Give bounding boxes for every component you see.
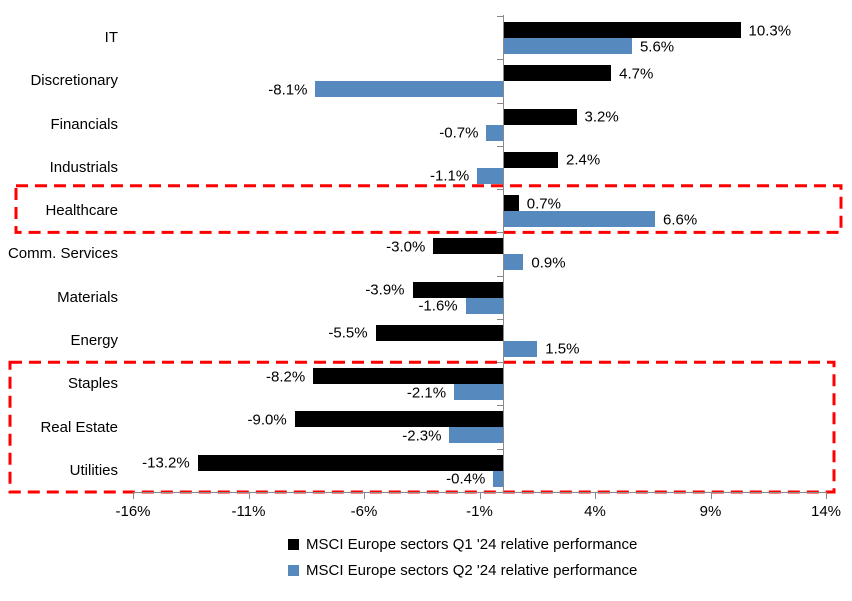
x-axis-tick <box>826 492 827 499</box>
data-label: 0.7% <box>526 195 561 213</box>
highlight-box-1 <box>14 184 843 234</box>
category-label-healthcare: Healthcare <box>45 202 118 220</box>
bar-q2 <box>477 167 503 184</box>
bar-q2 <box>449 427 503 444</box>
data-label: 10.3% <box>748 22 792 39</box>
category-label-it: IT <box>104 29 118 47</box>
category-axis-tick <box>496 189 503 191</box>
data-label: -2.3% <box>402 427 442 445</box>
category-axis-tick <box>496 275 503 277</box>
data-label: -0.4% <box>446 470 486 488</box>
data-label: -1.1% <box>430 167 470 185</box>
legend-item-q1: MSCI Europe sectors Q1 '24 relative perf… <box>288 536 637 553</box>
bar-q1 <box>197 454 503 471</box>
data-label: 0.9% <box>531 254 566 272</box>
data-label: -8.2% <box>265 368 306 386</box>
bar-q2 <box>502 340 538 357</box>
data-label: -8.1% <box>268 81 308 99</box>
x-axis-tick-label: 14% <box>810 503 842 520</box>
bar-q1 <box>313 368 503 385</box>
category-label-industrials: Industrials <box>49 158 118 176</box>
bar-q1 <box>433 238 503 255</box>
data-label: 6.6% <box>663 211 698 229</box>
bar-q2 <box>502 38 632 54</box>
category-label-real-estate: Real Estate <box>40 418 118 436</box>
legend-swatch-q1-icon <box>288 539 299 550</box>
legend-swatch-q2-icon <box>288 565 299 576</box>
x-axis-tick-label: 9% <box>699 503 722 520</box>
bar-q2 <box>502 211 656 228</box>
data-label: 4.7% <box>619 65 654 83</box>
category-axis-tick <box>496 59 503 61</box>
data-label: -2.1% <box>406 384 447 402</box>
data-label: -1.6% <box>418 297 458 315</box>
bar-q2 <box>465 297 503 314</box>
data-label: 3.2% <box>584 108 619 126</box>
bar-q1 <box>502 108 577 125</box>
x-axis-tick <box>479 492 481 499</box>
category-axis-tick <box>496 318 503 320</box>
category-axis-tick <box>496 362 503 364</box>
category-label-utilities: Utilities <box>69 461 118 479</box>
bar-q1 <box>502 195 519 212</box>
x-axis-tick <box>595 492 596 499</box>
x-axis-tick-label: -1% <box>466 503 493 520</box>
category-label-staples: Staples <box>67 375 118 393</box>
data-label: 1.5% <box>545 340 580 358</box>
bar-q2 <box>493 470 503 487</box>
category-label-comm-services: Comm. Services <box>7 245 118 263</box>
category-axis-tick <box>496 448 503 450</box>
category-label-financials: Financials <box>50 115 118 133</box>
data-label: -3.0% <box>386 238 426 256</box>
data-label: 5.6% <box>639 38 675 55</box>
category-axis-tick <box>496 102 503 104</box>
data-label: -9.0% <box>247 411 287 429</box>
category-label-discretionary: Discretionary <box>30 72 118 90</box>
x-axis-tick <box>364 492 365 499</box>
bar-q1 <box>412 281 503 298</box>
legend-label-q2: MSCI Europe sectors Q2 '24 relative perf… <box>306 562 638 579</box>
bar-q1 <box>375 324 503 341</box>
category-label-energy: Energy <box>70 332 118 350</box>
x-axis-tick-label: 4% <box>584 503 606 520</box>
x-axis-tick-label: -16% <box>115 503 151 520</box>
category-axis-tick <box>496 492 503 493</box>
x-axis-tick-label: -11% <box>231 503 266 520</box>
legend-item-q2: MSCI Europe sectors Q2 '24 relative perf… <box>288 562 637 579</box>
legend-label-q1: MSCI Europe sectors Q1 '24 relative perf… <box>306 536 638 553</box>
bar-q1 <box>502 65 612 82</box>
x-axis-tick <box>710 492 712 499</box>
category-label-materials: Materials <box>57 288 118 306</box>
bar-q1 <box>502 151 559 168</box>
category-axis-tick <box>496 405 503 407</box>
bar-q1 <box>502 22 741 38</box>
bar-q2 <box>454 384 503 401</box>
x-axis-tick-label: -6% <box>350 503 378 520</box>
category-axis-tick <box>496 145 503 147</box>
category-axis-line <box>502 15 504 492</box>
data-label: -0.7% <box>439 124 479 142</box>
data-label: 2.4% <box>566 151 601 169</box>
x-axis-tick <box>248 492 250 499</box>
category-axis-tick <box>496 232 503 234</box>
data-label: -13.2% <box>142 454 190 472</box>
data-label: -3.9% <box>365 281 405 299</box>
bar-q1 <box>294 411 503 428</box>
x-axis-tick <box>133 492 134 499</box>
category-axis-tick <box>496 16 503 17</box>
bar-q2 <box>486 124 503 141</box>
bar-q2 <box>502 254 524 271</box>
data-label: -5.5% <box>328 324 368 342</box>
bar-q2 <box>315 81 503 98</box>
legend: MSCI Europe sectors Q1 '24 relative perf… <box>288 536 637 579</box>
